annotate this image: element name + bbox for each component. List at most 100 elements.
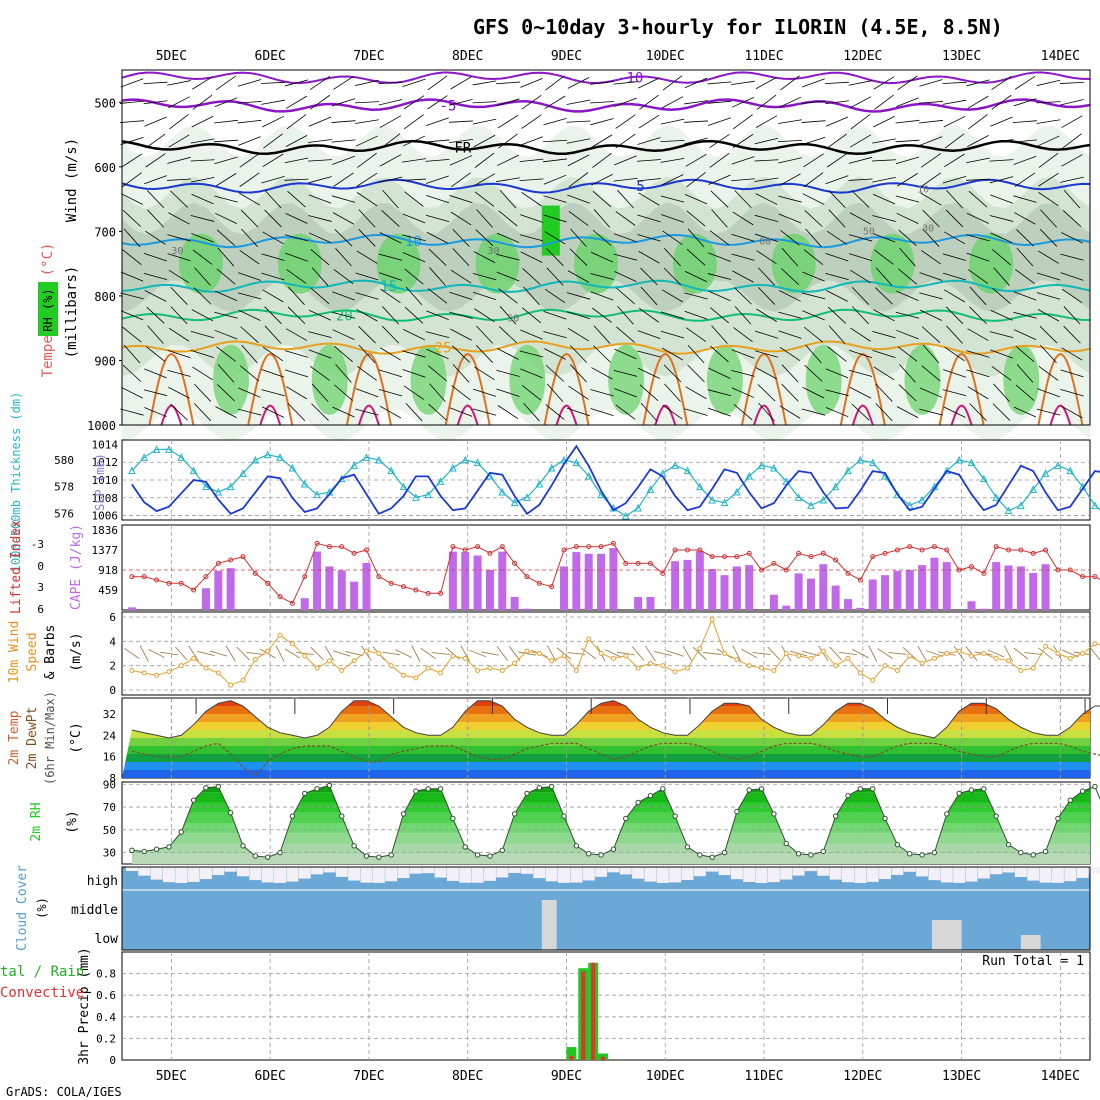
wind-barb xyxy=(543,195,567,203)
thickness-point xyxy=(955,455,963,464)
rh-band xyxy=(131,833,1090,844)
rh-point xyxy=(215,783,222,790)
isotherm-label: FR xyxy=(454,140,471,156)
wind-barb xyxy=(591,367,613,380)
cape-bar xyxy=(708,569,717,610)
wind-barb xyxy=(873,76,895,90)
date-tick-label: 8DEC xyxy=(452,1069,483,1084)
wind-barb xyxy=(1016,247,1034,267)
wind-barb xyxy=(991,365,1012,381)
wind-barb xyxy=(993,383,1010,402)
rh-point xyxy=(795,851,802,857)
temp-tick-label: 16 xyxy=(103,751,116,764)
wind-barb xyxy=(967,328,989,341)
cloud-high-gap xyxy=(1064,867,1077,882)
wind-barb xyxy=(143,253,168,262)
wind-barb xyxy=(449,195,473,204)
wind-barb xyxy=(872,176,896,183)
wind-barb xyxy=(605,649,622,658)
wind-barb xyxy=(380,347,401,361)
wind-barb xyxy=(567,270,590,283)
isotherm-line xyxy=(121,308,1091,322)
wind-barb xyxy=(990,232,1013,244)
lifted-index-point xyxy=(833,557,839,563)
wind-barb xyxy=(614,348,637,360)
wind-barb xyxy=(613,177,638,182)
wind-speed-point xyxy=(635,665,641,671)
cape-bar xyxy=(856,607,865,610)
thickness-point xyxy=(1041,469,1050,477)
wind-barb xyxy=(405,286,423,306)
wind-barb xyxy=(237,101,262,104)
rh-peak-area xyxy=(541,205,560,256)
thickness-point xyxy=(856,455,865,464)
wind-barb xyxy=(402,234,426,242)
wind-barb xyxy=(425,139,450,143)
wind-barb xyxy=(590,408,614,417)
wind-speed-point xyxy=(1018,668,1024,674)
wind-barb xyxy=(334,384,353,401)
wind-barb xyxy=(168,269,190,284)
wind-barb xyxy=(566,138,591,144)
wind-barb xyxy=(850,269,871,284)
rh-point xyxy=(190,797,197,803)
wind-barb xyxy=(404,114,424,130)
wind-barb xyxy=(214,119,238,124)
thickness-point xyxy=(844,466,852,475)
wind-barb xyxy=(324,645,335,662)
wind-barb xyxy=(895,119,920,124)
rh2m-units: (%) xyxy=(65,810,80,833)
lifted-index-point xyxy=(722,554,728,560)
lifted-index-point xyxy=(475,544,481,550)
thickness-point xyxy=(1066,466,1075,475)
wind-barb xyxy=(756,94,777,110)
rh-high-area xyxy=(805,344,842,415)
wind-barb xyxy=(261,272,285,281)
thickness-point xyxy=(980,474,988,483)
wind-barb xyxy=(802,193,825,205)
cape-bar xyxy=(806,578,815,610)
wind-barb xyxy=(168,327,190,342)
wind-barb xyxy=(1013,139,1037,143)
wind-barb xyxy=(405,402,423,422)
wind-barb xyxy=(989,159,1014,162)
wind-barb xyxy=(358,325,376,344)
wind-barb xyxy=(1061,405,1083,419)
lifted-index-point xyxy=(265,580,271,586)
wind-speed-point xyxy=(512,660,518,666)
wind-barb xyxy=(803,326,824,343)
wind-barb xyxy=(519,234,544,242)
wind-barb xyxy=(519,350,544,358)
wind-barb xyxy=(402,252,426,263)
pressure-tick-label: 900 xyxy=(94,354,116,368)
cape-bar xyxy=(350,581,359,610)
wind-barb xyxy=(566,407,591,417)
wind10-axis-title: 10m Wind xyxy=(7,621,22,684)
wind-barb xyxy=(355,272,379,281)
thickness-point xyxy=(214,487,223,496)
temp-band xyxy=(122,754,1090,762)
wind-barb xyxy=(592,152,612,168)
wind-barb xyxy=(519,158,544,162)
thickness-point xyxy=(436,477,445,485)
wind-barb xyxy=(614,155,637,166)
top-date-axis: 5DEC 6DEC 7DEC 8DEC 9DEC 10DEC 11DEC 12DEC 13DEC… xyxy=(156,49,1080,64)
wind-speed-point xyxy=(1030,665,1036,671)
wind-barb xyxy=(139,645,149,662)
wind-barb xyxy=(731,233,755,242)
cape-bar xyxy=(844,599,852,610)
rh-point xyxy=(610,846,617,852)
wind-speed-point xyxy=(709,616,715,622)
wind-barb xyxy=(451,385,471,401)
wind-barb xyxy=(969,403,987,421)
wind-barb xyxy=(708,252,731,262)
wind-barb xyxy=(508,646,521,661)
cape-bar xyxy=(720,575,729,610)
wind-barb xyxy=(755,193,778,205)
wind-barb xyxy=(851,190,870,208)
cloud-high-gap xyxy=(595,867,608,877)
wind-barb xyxy=(190,138,215,144)
wind-barb xyxy=(333,650,351,657)
wind-barb xyxy=(425,175,450,184)
